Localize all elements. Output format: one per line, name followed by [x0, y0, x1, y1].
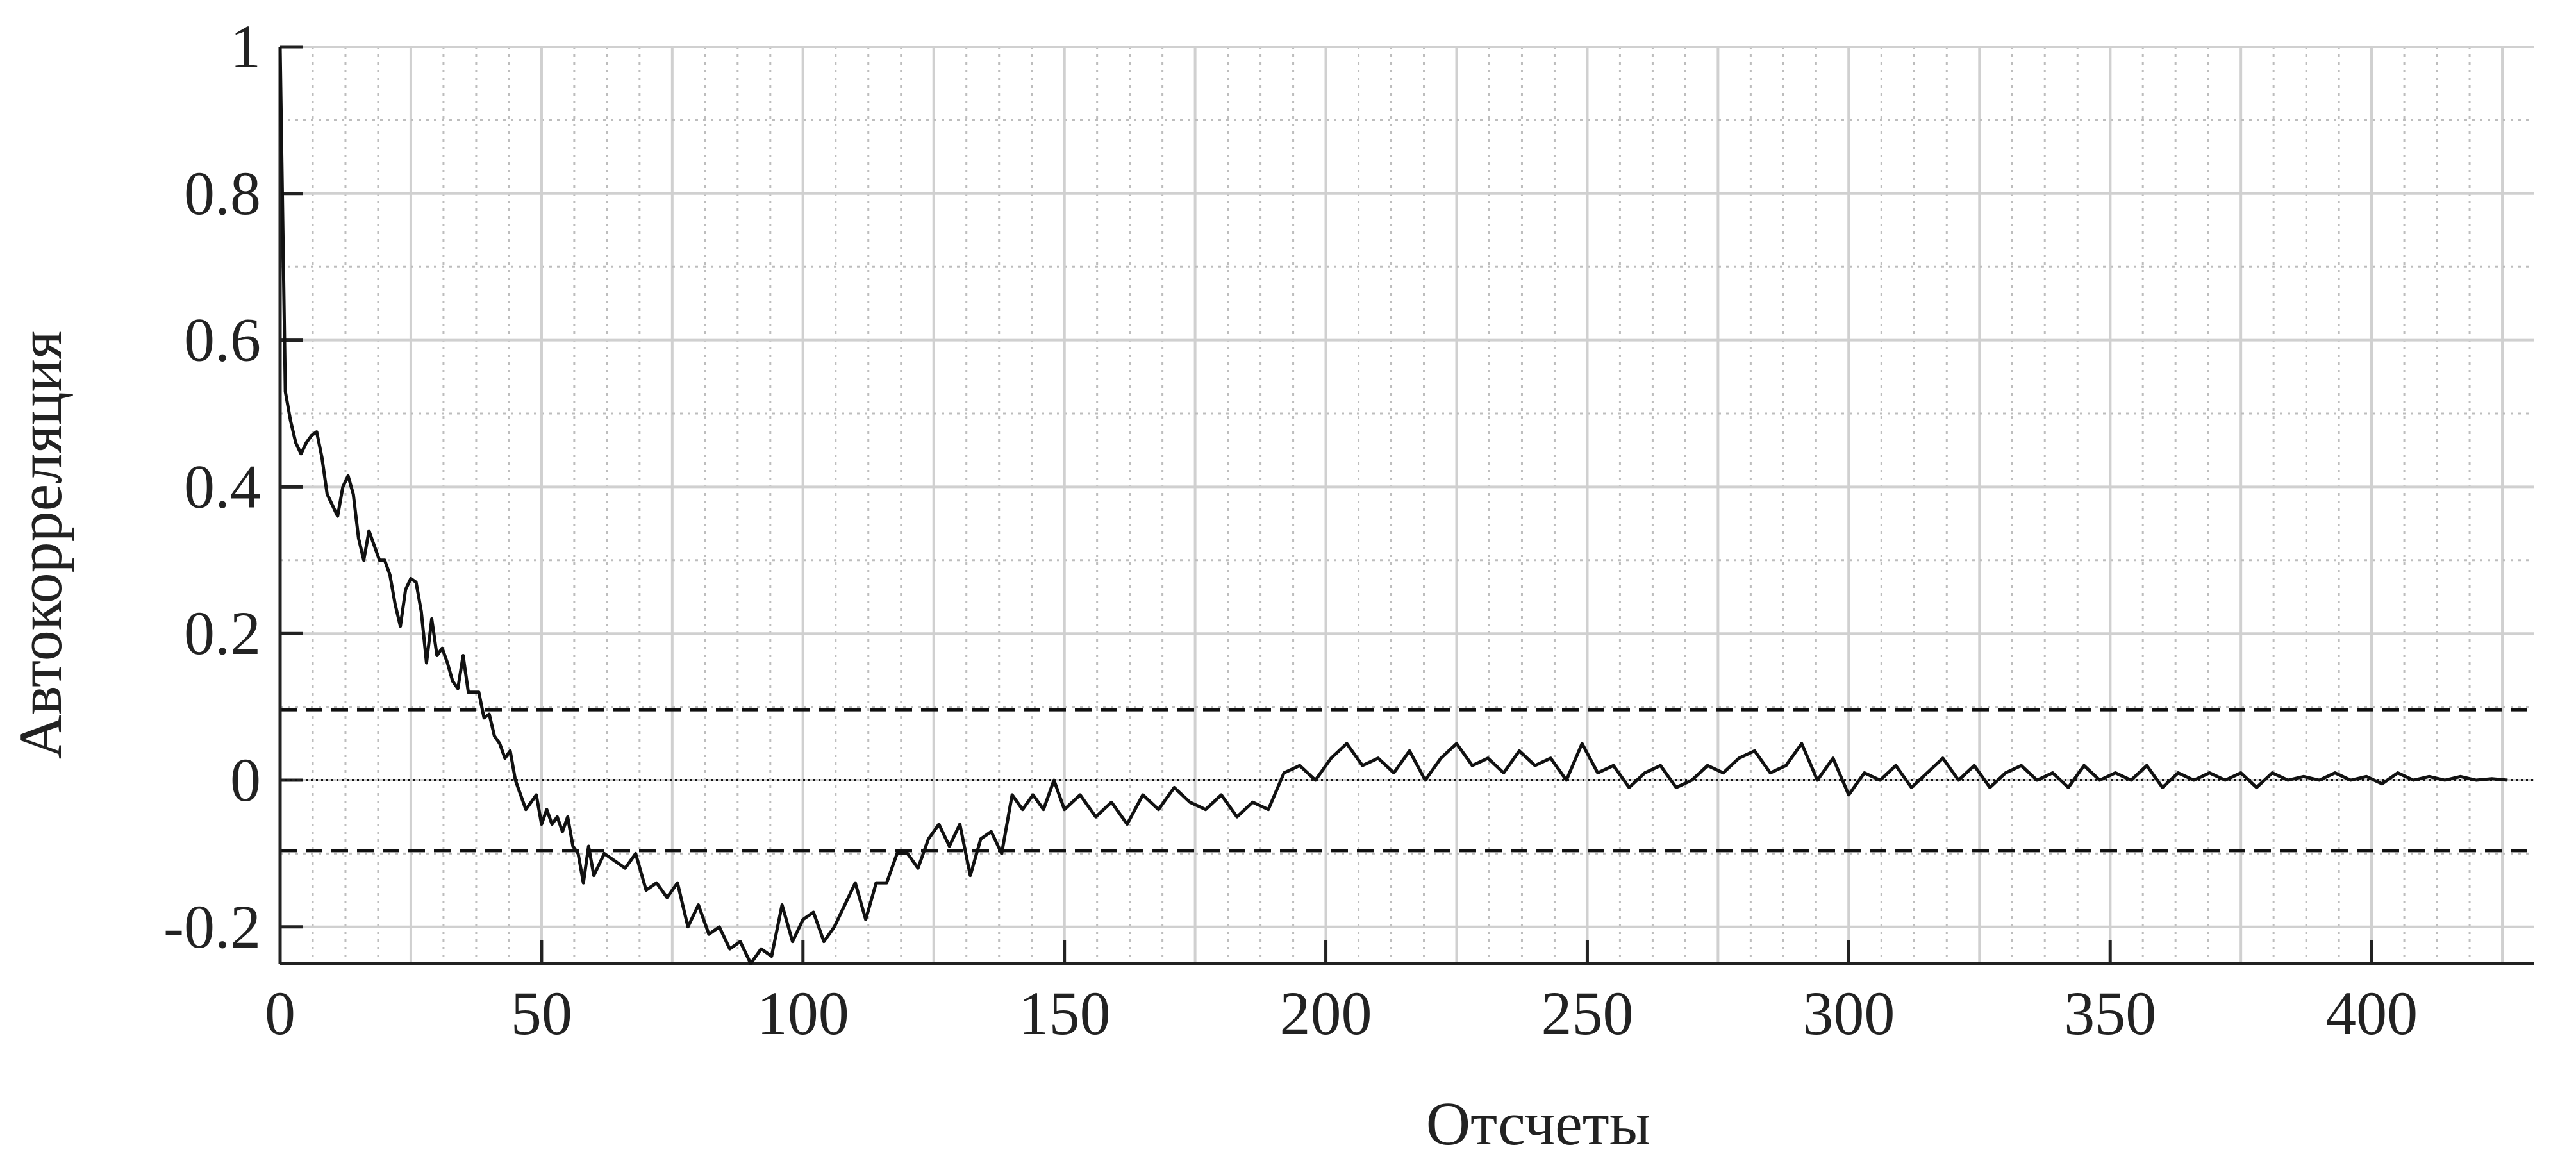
x-tick-label: 200 — [1280, 979, 1372, 1048]
y-tick-label: -0.2 — [163, 892, 261, 961]
x-tick-label: 400 — [2325, 979, 2418, 1048]
y-tick-label: 0.8 — [184, 159, 261, 228]
x-tick-label: 50 — [511, 979, 572, 1048]
y-tick-label: 0 — [230, 746, 261, 814]
y-tick-label: 1 — [230, 12, 261, 81]
x-tick-label: 250 — [1541, 979, 1633, 1048]
x-tick-label: 350 — [2064, 979, 2156, 1048]
line-series — [278, 46, 2508, 965]
y-tick-label: 0.6 — [184, 306, 261, 374]
y-tick-label: 0.2 — [184, 599, 261, 667]
x-tick-label: 150 — [1018, 979, 1111, 1048]
x-tick-label: 300 — [1802, 979, 1895, 1048]
x-tick-label: 0 — [265, 979, 295, 1048]
x-axis-label: Отсчеты — [1426, 1089, 1650, 1158]
y-axis-label: Автокорреляция — [6, 331, 74, 759]
x-tick-label: 100 — [757, 979, 849, 1048]
y-tick-label: 0.4 — [184, 452, 261, 521]
